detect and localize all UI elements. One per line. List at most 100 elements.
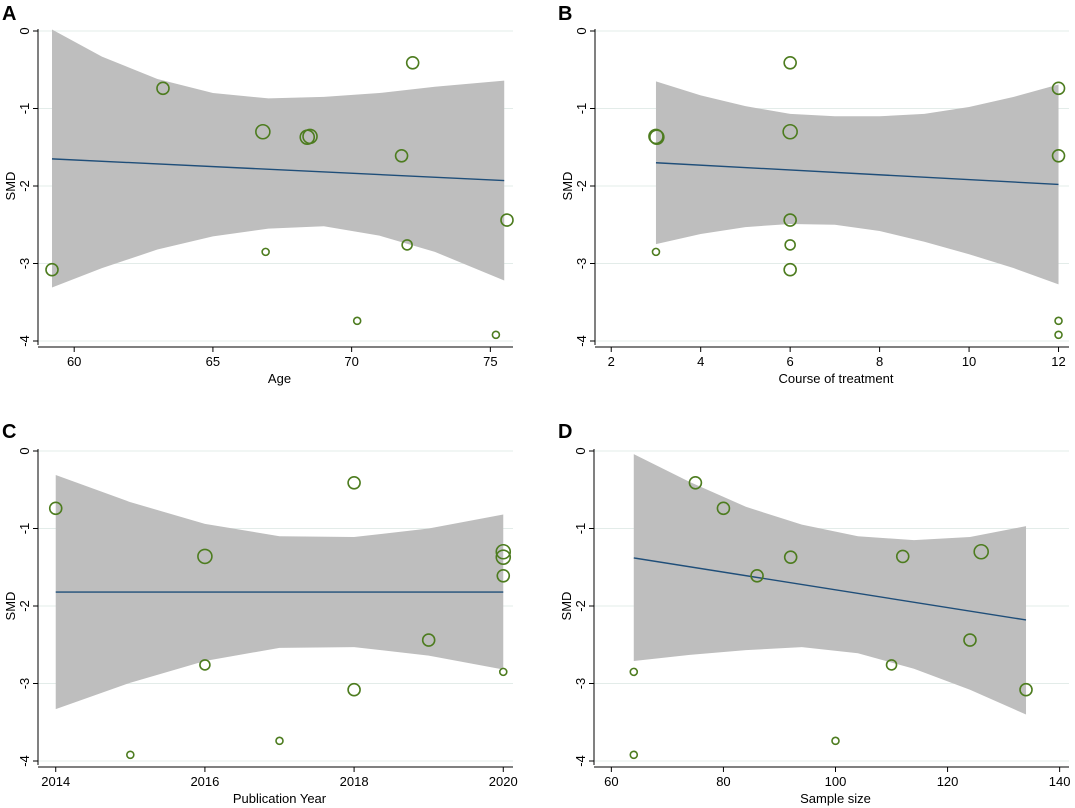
x-tick-label: 2018: [340, 774, 369, 789]
x-axis-title: Publication Year: [233, 791, 327, 806]
study-point: [394, 148, 409, 163]
y-axis-title: SMD: [559, 592, 574, 621]
regression-line: [655, 162, 1059, 186]
study-point: [500, 213, 514, 227]
y-tick-label: -4: [574, 335, 589, 347]
study-point: [498, 667, 508, 677]
x-tick-label: 65: [206, 354, 220, 369]
x-tick-label: 12: [1051, 354, 1065, 369]
study-point: [352, 316, 362, 326]
study-point: [1054, 316, 1063, 326]
study-point: [199, 659, 211, 671]
study-point: [491, 330, 501, 340]
x-tick-label: 80: [716, 774, 730, 789]
x-tick-label: 6: [787, 354, 794, 369]
study-point: [302, 128, 318, 145]
study-point: [784, 239, 796, 251]
panel-tag: B: [558, 3, 572, 25]
panel-b: 0 -1 -2 -3 -4 2 4 6 8 10 12 Course of treatment SMD B: [558, 3, 1069, 386]
x-tick-label: 10: [962, 354, 976, 369]
study-point: [963, 633, 977, 647]
study-point: [45, 262, 59, 277]
regression-line: [633, 557, 1027, 621]
x-axis-title: Course of treatment: [779, 371, 894, 386]
study-point: [688, 475, 703, 490]
confidence-band: [655, 81, 1059, 285]
panel-d: 0 -1 -2 -3 -4 60 80 100 120 140 Sample size SMD D: [558, 421, 1070, 806]
study-point: [1019, 682, 1033, 697]
x-tick-label: 140: [1049, 774, 1071, 789]
y-tick-label: -4: [17, 755, 32, 767]
study-point: [347, 475, 361, 490]
study-point: [782, 123, 798, 140]
y-tick-label: -3: [17, 678, 32, 690]
y-axis-title: SMD: [3, 172, 18, 201]
y-axis-title: SMD: [560, 172, 575, 201]
study-point: [885, 659, 898, 671]
panel-tag: A: [2, 3, 16, 25]
study-point: [783, 262, 797, 277]
study-point: [261, 247, 270, 257]
study-point: [126, 750, 135, 760]
x-axis-title: Sample size: [800, 791, 871, 806]
y-tick-label: -1: [574, 103, 589, 115]
study-point: [421, 633, 436, 647]
regression-line: [51, 158, 505, 182]
panel-c: 0 -1 -2 -3 -4 2014 2016 2018 2020 Publication Yea…: [2, 421, 518, 806]
study-point: [495, 549, 512, 565]
study-point: [275, 736, 284, 746]
x-tick-label: 60: [604, 774, 618, 789]
x-tick-label: 4: [697, 354, 704, 369]
confidence-band: [633, 454, 1027, 715]
x-tick-label: 2020: [489, 774, 518, 789]
study-point: [649, 129, 665, 145]
x-tick-label: 2: [608, 354, 615, 369]
panel-a: 0 -1 -2 -3 -4 60 65 70 75 Age SMD A: [2, 3, 514, 386]
y-tick-label: -2: [573, 600, 588, 612]
y-axis-title: SMD: [3, 592, 18, 621]
study-point: [1051, 81, 1066, 96]
x-tick-label: 8: [876, 354, 883, 369]
confidence-band: [52, 29, 505, 288]
study-point: [496, 568, 511, 583]
panel-tag: C: [2, 421, 16, 443]
study-point: [973, 543, 989, 560]
y-tick-label: -1: [573, 523, 588, 535]
study-point: [629, 667, 639, 677]
study-point: [405, 55, 420, 70]
y-tick-label: -2: [17, 180, 32, 192]
study-point: [1054, 330, 1063, 340]
x-tick-label: 120: [937, 774, 959, 789]
x-tick-label: 100: [825, 774, 847, 789]
y-tick-label: -3: [573, 678, 588, 690]
x-tick-label: 60: [67, 354, 81, 369]
study-point: [629, 750, 639, 760]
study-point: [495, 543, 512, 560]
y-tick-label: 0: [574, 27, 589, 34]
study-point: [197, 548, 213, 565]
study-point: [831, 736, 840, 746]
study-point: [716, 501, 731, 516]
y-tick-label: -4: [573, 755, 588, 767]
y-tick-label: -2: [17, 600, 32, 612]
x-tick-label: 2016: [190, 774, 219, 789]
y-tick-label: -1: [17, 103, 32, 115]
y-tick-label: -3: [17, 258, 32, 270]
study-point: [347, 682, 361, 697]
y-tick-label: 0: [17, 27, 32, 34]
study-point: [401, 239, 413, 251]
x-tick-label: 2014: [41, 774, 70, 789]
x-tick-label: 70: [344, 354, 358, 369]
study-point: [48, 501, 63, 516]
study-point: [1051, 148, 1066, 163]
x-tick-label: 75: [483, 354, 497, 369]
y-tick-label: 0: [17, 447, 32, 454]
study-point: [255, 123, 271, 140]
y-tick-label: -2: [574, 180, 589, 192]
y-tick-label: -4: [17, 335, 32, 347]
y-tick-label: -1: [17, 523, 32, 535]
study-point: [156, 81, 170, 96]
study-point: [783, 213, 797, 227]
study-point: [651, 247, 661, 257]
